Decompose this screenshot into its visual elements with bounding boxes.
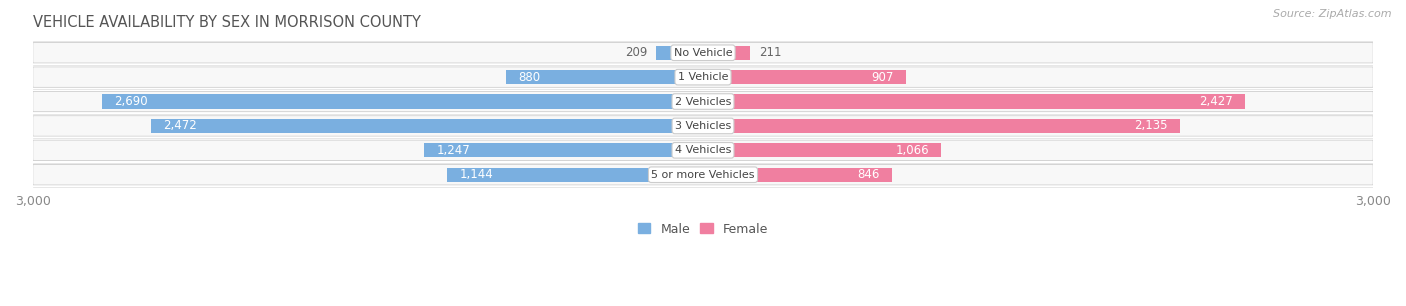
Bar: [425, 143, 703, 157]
Bar: [703, 143, 941, 157]
Bar: [447, 168, 703, 182]
Text: No Vehicle: No Vehicle: [673, 48, 733, 58]
FancyBboxPatch shape: [32, 91, 1374, 112]
Text: 2,472: 2,472: [163, 119, 197, 132]
Bar: [703, 168, 891, 182]
FancyBboxPatch shape: [32, 43, 1374, 63]
Bar: [703, 70, 905, 84]
FancyBboxPatch shape: [32, 140, 1374, 160]
Text: VEHICLE AVAILABILITY BY SEX IN MORRISON COUNTY: VEHICLE AVAILABILITY BY SEX IN MORRISON …: [32, 15, 420, 30]
Text: 907: 907: [870, 71, 893, 84]
Text: 846: 846: [858, 168, 880, 181]
Legend: Male, Female: Male, Female: [633, 218, 773, 241]
Text: 880: 880: [519, 71, 541, 84]
Bar: [703, 119, 1180, 133]
Text: 209: 209: [626, 46, 647, 59]
Text: 2,690: 2,690: [114, 95, 148, 108]
Text: 211: 211: [759, 46, 782, 59]
Text: 4 Vehicles: 4 Vehicles: [675, 145, 731, 155]
FancyBboxPatch shape: [34, 67, 1372, 87]
FancyBboxPatch shape: [34, 116, 1372, 136]
Bar: [703, 95, 1246, 109]
Text: 1,247: 1,247: [437, 144, 471, 157]
Text: Source: ZipAtlas.com: Source: ZipAtlas.com: [1274, 9, 1392, 19]
Text: 1 Vehicle: 1 Vehicle: [678, 72, 728, 82]
FancyBboxPatch shape: [34, 165, 1372, 185]
Text: 2,135: 2,135: [1135, 119, 1167, 132]
Bar: [150, 119, 703, 133]
FancyBboxPatch shape: [32, 116, 1374, 136]
FancyBboxPatch shape: [34, 43, 1372, 62]
Text: 3 Vehicles: 3 Vehicles: [675, 121, 731, 131]
FancyBboxPatch shape: [34, 92, 1372, 111]
Text: 5 or more Vehicles: 5 or more Vehicles: [651, 170, 755, 180]
Bar: [103, 95, 703, 109]
FancyBboxPatch shape: [32, 67, 1374, 87]
FancyBboxPatch shape: [34, 140, 1372, 160]
Text: 1,144: 1,144: [460, 168, 494, 181]
FancyBboxPatch shape: [32, 165, 1374, 185]
Text: 2,427: 2,427: [1199, 95, 1233, 108]
Bar: [506, 70, 703, 84]
Text: 1,066: 1,066: [896, 144, 929, 157]
Bar: [703, 46, 751, 60]
Bar: [657, 46, 703, 60]
Text: 2 Vehicles: 2 Vehicles: [675, 96, 731, 106]
